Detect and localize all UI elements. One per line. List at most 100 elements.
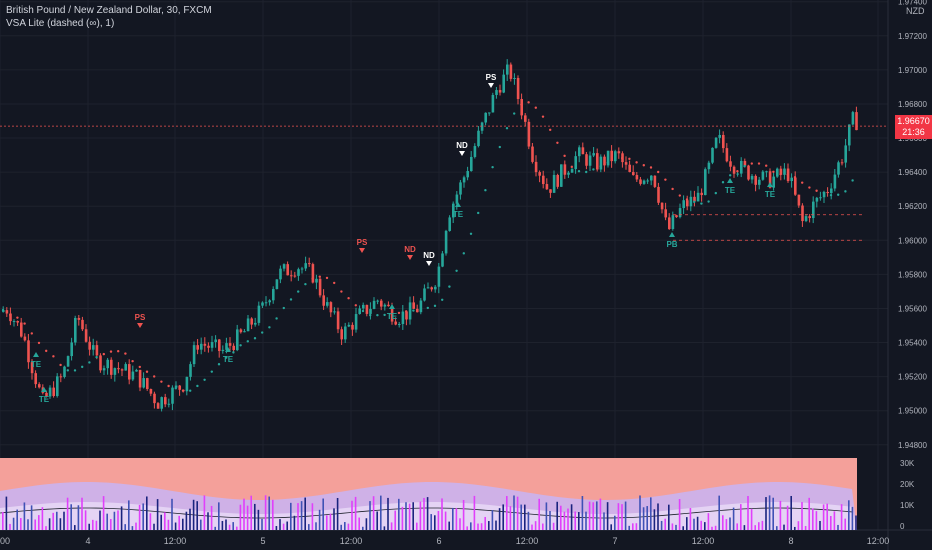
volume-bar — [16, 509, 18, 530]
candle-body — [308, 263, 311, 265]
candle-body — [9, 313, 12, 322]
candle-body — [387, 304, 390, 307]
trail-dot — [621, 156, 624, 160]
candle-body — [300, 268, 304, 270]
volume-bar — [448, 521, 450, 530]
candle-body — [297, 269, 300, 276]
volume-bar — [560, 505, 562, 530]
volume-bar — [419, 501, 422, 530]
candle-body — [704, 169, 707, 196]
trail-dot — [181, 389, 185, 392]
candle-body — [538, 172, 541, 176]
chart-legend: British Pound / New Zealand Dollar, 30, … — [6, 4, 212, 30]
candle-body — [120, 369, 124, 371]
volume-bar — [664, 518, 666, 530]
volume-bar — [779, 500, 782, 530]
volume-bar — [23, 502, 26, 530]
price-tick-label: 1.95200 — [898, 373, 927, 382]
volume-bar — [128, 500, 130, 530]
volume-bar — [815, 511, 818, 530]
trail-dot — [786, 173, 789, 176]
volume-bar — [225, 519, 227, 530]
candle-body — [689, 196, 693, 207]
volume-bar — [534, 521, 537, 530]
signal-label: PS — [357, 238, 368, 247]
volume-bar — [408, 503, 411, 530]
trail-dot — [30, 332, 33, 335]
candle-body — [318, 278, 322, 296]
trail-dot — [88, 361, 91, 364]
signal-label: TE — [387, 312, 398, 321]
volume-bar — [552, 522, 555, 530]
candle-body — [257, 305, 261, 323]
volume-bar — [639, 495, 641, 530]
trail-dot — [369, 313, 372, 317]
trail-dot — [628, 157, 631, 161]
volume-bar — [506, 496, 508, 530]
candle-body — [610, 150, 613, 162]
candle-body — [729, 161, 732, 167]
volume-bar — [830, 515, 832, 530]
volume-bar — [581, 496, 584, 530]
candle-body — [455, 194, 459, 204]
trail-dot — [585, 170, 588, 174]
volume-bar — [671, 523, 674, 530]
trail-dot — [73, 369, 77, 372]
volume-bar — [527, 511, 530, 530]
volume-bar — [171, 498, 173, 530]
candle-body — [718, 134, 721, 138]
candle-body — [743, 160, 747, 166]
trail-dot — [153, 375, 156, 378]
volume-bar — [642, 507, 645, 530]
candle-body — [761, 171, 765, 180]
volume-bar — [758, 522, 760, 530]
signal-label: TE — [453, 210, 464, 219]
candle-body — [347, 324, 351, 327]
volume-bar — [786, 505, 789, 530]
volume-bar — [207, 512, 209, 530]
signal-arrow-icon — [137, 323, 143, 328]
volume-tick-label: 0 — [900, 522, 905, 531]
volume-bar — [5, 496, 8, 530]
candle-body — [102, 368, 106, 371]
candle-body — [416, 308, 419, 313]
current-price-tag: 1.96670 21:36 — [895, 115, 932, 139]
candle-body — [30, 362, 34, 374]
candle-body — [534, 161, 538, 173]
candle-body — [599, 156, 603, 170]
candle-body — [653, 175, 657, 187]
trail-dot — [649, 166, 653, 169]
volume-bar — [153, 523, 155, 530]
trail-dot — [167, 384, 170, 388]
volume-bar — [66, 497, 69, 530]
candle-body — [59, 376, 63, 378]
volume-bar — [236, 526, 238, 530]
trail-dot — [433, 304, 437, 308]
volume-bar — [855, 515, 857, 530]
volume-bar — [138, 504, 141, 530]
candle-body — [477, 130, 480, 147]
volume-bar — [88, 523, 90, 530]
volume-bar — [754, 525, 756, 530]
trail-dot — [138, 365, 141, 369]
candle-body — [520, 99, 523, 116]
candle-body — [268, 300, 271, 303]
candle-body — [506, 64, 509, 75]
candle-body — [592, 153, 595, 156]
candle-body — [570, 169, 574, 173]
trail-dot — [592, 168, 595, 171]
candle-body — [81, 319, 84, 330]
volume-bar — [488, 521, 490, 530]
trail-dot — [311, 277, 314, 280]
candle-body — [293, 275, 297, 277]
candle-body — [358, 308, 361, 315]
candle-body — [192, 345, 196, 365]
volume-bar — [164, 512, 166, 530]
signal-label: PB — [666, 240, 677, 249]
candle-body — [210, 342, 214, 348]
candle-body — [470, 156, 473, 172]
trail-dot — [520, 103, 523, 106]
volume-bar — [311, 503, 314, 530]
trail-dot — [225, 356, 228, 359]
